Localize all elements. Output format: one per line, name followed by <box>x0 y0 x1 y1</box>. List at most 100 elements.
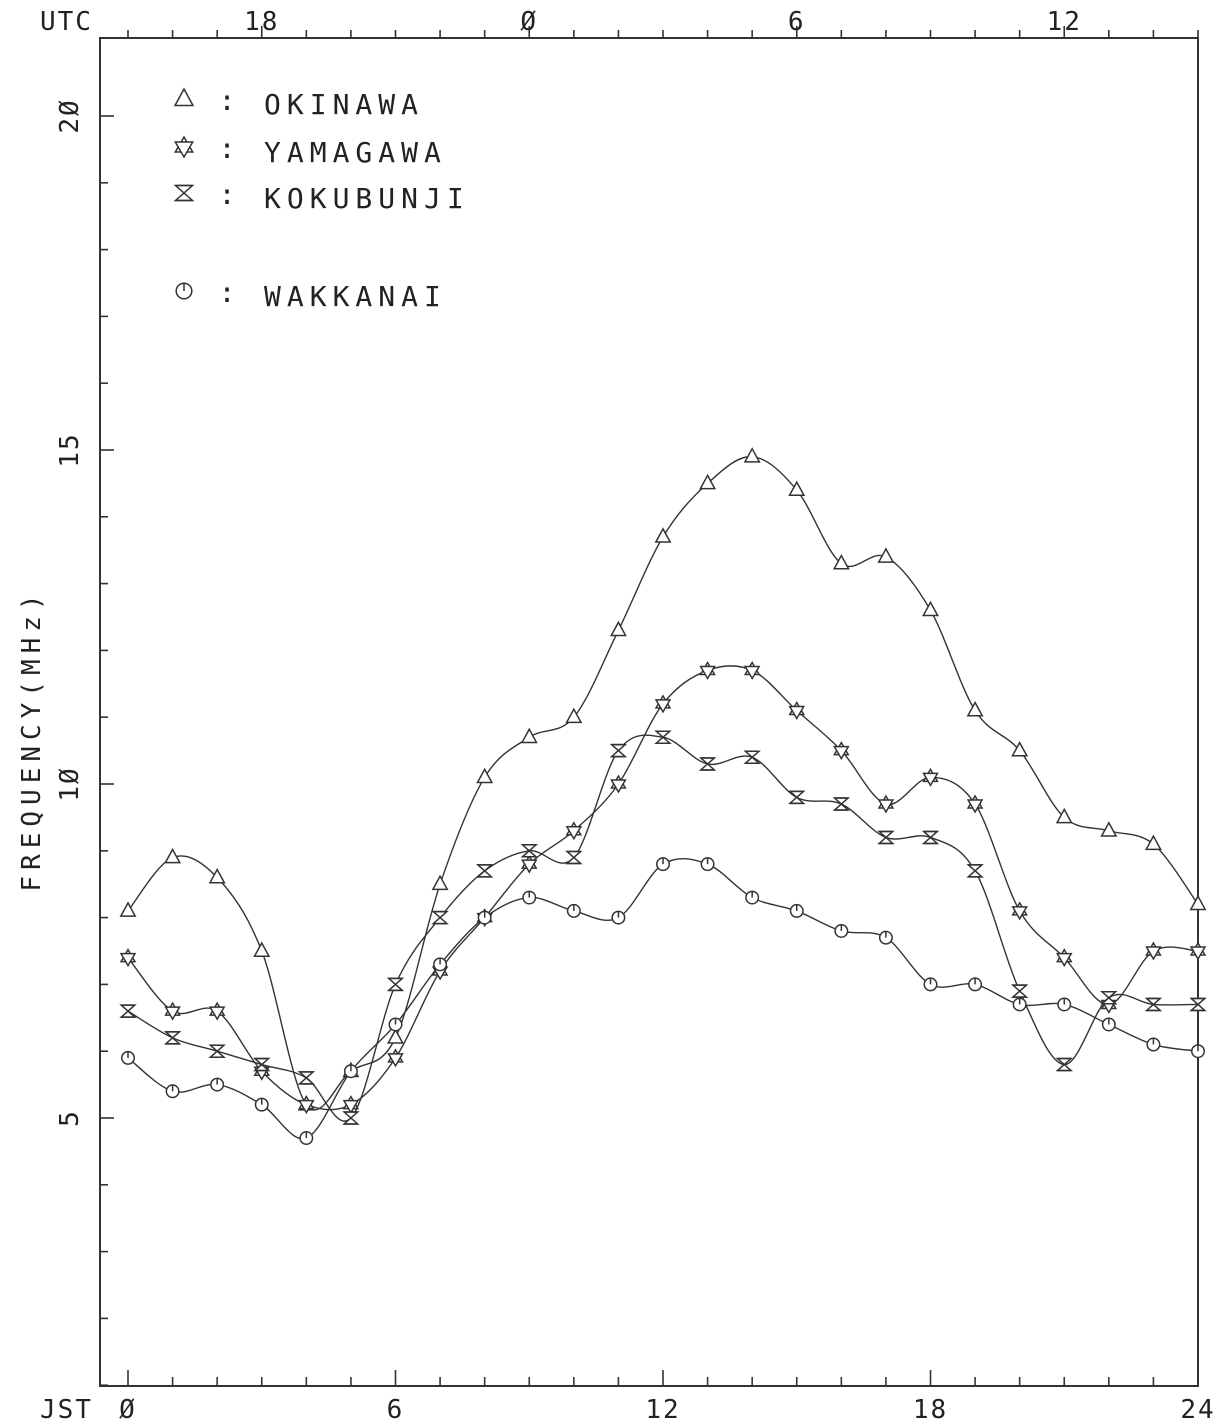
data-point <box>832 553 850 570</box>
data-point <box>1144 834 1162 851</box>
data-point <box>921 830 940 845</box>
data-point <box>1189 997 1207 1012</box>
data-point <box>565 821 583 841</box>
data-point <box>1055 948 1073 968</box>
jst-tick-label: 24 <box>1180 1395 1215 1425</box>
series-line <box>127 858 1199 1140</box>
data-point <box>164 1001 181 1021</box>
data-point <box>1191 1044 1205 1059</box>
data-point <box>253 941 271 957</box>
utc-tick-label: 12 <box>1047 7 1082 37</box>
data-point <box>788 701 806 721</box>
data-point <box>789 903 804 918</box>
series-okinawa <box>119 447 1207 1111</box>
data-point <box>433 957 448 972</box>
data-point <box>743 447 761 463</box>
data-point <box>208 1001 226 1021</box>
data-point <box>475 864 494 878</box>
data-point <box>610 774 627 794</box>
data-point <box>165 1084 180 1099</box>
data-point <box>520 854 538 874</box>
data-point <box>834 923 849 938</box>
data-point <box>477 910 492 925</box>
data-point <box>342 1095 360 1115</box>
legend-separator: : <box>219 178 242 211</box>
data-point <box>254 1097 269 1112</box>
data-point <box>431 910 449 925</box>
data-point <box>609 620 627 637</box>
jst-tick-label: 18 <box>913 1395 948 1425</box>
data-point <box>788 480 806 497</box>
plot-border <box>99 37 1199 1387</box>
data-point <box>743 750 761 765</box>
data-point <box>1011 741 1029 757</box>
jst-axis-label: JST <box>40 1395 93 1425</box>
data-point <box>833 741 850 761</box>
data-point <box>877 830 895 845</box>
data-point <box>1146 1037 1161 1052</box>
y-axis-title: FREQUENCY(MHz) <box>17 588 47 891</box>
data-point <box>386 977 405 992</box>
legend-marker <box>173 135 195 159</box>
data-point <box>299 1131 314 1146</box>
series-kokubunji <box>119 730 1207 1125</box>
data-point <box>164 847 182 864</box>
legend: : OKINAWA: YAMAGAWA: KOKUBUNJI: WAKKANAI <box>173 84 470 313</box>
legend-separator: : <box>219 276 242 309</box>
data-point <box>208 867 226 884</box>
series-wakkanai <box>121 857 1205 1146</box>
data-point <box>877 547 895 563</box>
data-point <box>520 727 538 744</box>
legend-entry-yamagawa: : YAMAGAWA <box>173 132 447 169</box>
data-point <box>565 850 583 865</box>
legend-entry-wakkanai: : WAKKANAI <box>175 276 447 313</box>
legend-separator: : <box>219 84 242 117</box>
data-point <box>387 1048 404 1068</box>
data-point <box>119 1004 137 1018</box>
jst-tick-label: Ø <box>119 1395 137 1425</box>
data-point <box>922 600 939 617</box>
data-point <box>1055 1057 1074 1072</box>
data-point <box>121 1050 135 1065</box>
data-point <box>922 767 939 787</box>
data-point <box>1189 941 1207 961</box>
legend-marker <box>173 87 195 107</box>
series-group <box>119 447 1207 1146</box>
data-point <box>1012 997 1027 1012</box>
data-point <box>1144 997 1163 1012</box>
data-point <box>1055 807 1073 824</box>
series-line <box>127 455 1199 1111</box>
data-point <box>654 527 672 543</box>
data-point <box>877 794 895 814</box>
data-point <box>787 790 806 805</box>
data-point <box>1100 821 1118 837</box>
data-point <box>388 1017 403 1032</box>
data-point <box>476 767 494 784</box>
legend-entry-kokubunji: : KOKUBUNJI <box>173 178 470 215</box>
utc-axis-label: UTC <box>40 7 93 37</box>
data-point <box>387 1028 404 1044</box>
legend-label: WAKKANAI <box>264 280 447 313</box>
y-tick-label: 1Ø <box>55 766 85 801</box>
data-point <box>745 890 760 905</box>
data-point <box>1189 894 1207 911</box>
data-point <box>654 730 672 744</box>
legend-entry-okinawa: : OKINAWA <box>173 84 418 121</box>
data-point <box>698 757 717 771</box>
data-point <box>611 910 626 925</box>
utc-tick-label: Ø <box>520 7 538 37</box>
plot-frame <box>99 37 1199 1387</box>
data-point <box>119 901 137 917</box>
legend-label: YAMAGAWA <box>264 136 447 169</box>
data-point <box>1010 984 1029 998</box>
data-point <box>966 794 984 814</box>
legend-separator: : <box>219 132 242 165</box>
utc-tick-label: 18 <box>244 7 279 37</box>
data-point <box>699 473 717 490</box>
data-point <box>966 700 984 717</box>
data-point <box>832 797 851 811</box>
data-point <box>252 1057 271 1072</box>
legend-label: KOKUBUNJI <box>264 182 470 215</box>
data-point <box>565 707 583 724</box>
